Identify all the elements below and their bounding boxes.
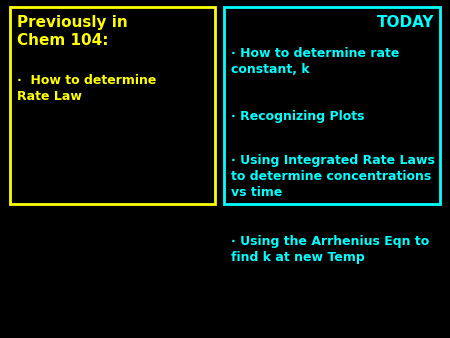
Text: Previously in
Chem 104:: Previously in Chem 104: (17, 15, 127, 48)
Text: TODAY: TODAY (377, 15, 435, 30)
Bar (10, 7, 215, 204)
Bar (224, 7, 440, 204)
Text: · How to determine rate
constant, k: · How to determine rate constant, k (231, 47, 399, 76)
Text: · Using the Arrhenius Eqn to
find k at new Temp: · Using the Arrhenius Eqn to find k at n… (231, 235, 429, 264)
Text: · Using Integrated Rate Laws
to determine concentrations
vs time: · Using Integrated Rate Laws to determin… (231, 154, 435, 199)
Text: ·  How to determine
Rate Law: · How to determine Rate Law (17, 74, 156, 103)
Text: · Recognizing Plots: · Recognizing Plots (231, 110, 364, 123)
